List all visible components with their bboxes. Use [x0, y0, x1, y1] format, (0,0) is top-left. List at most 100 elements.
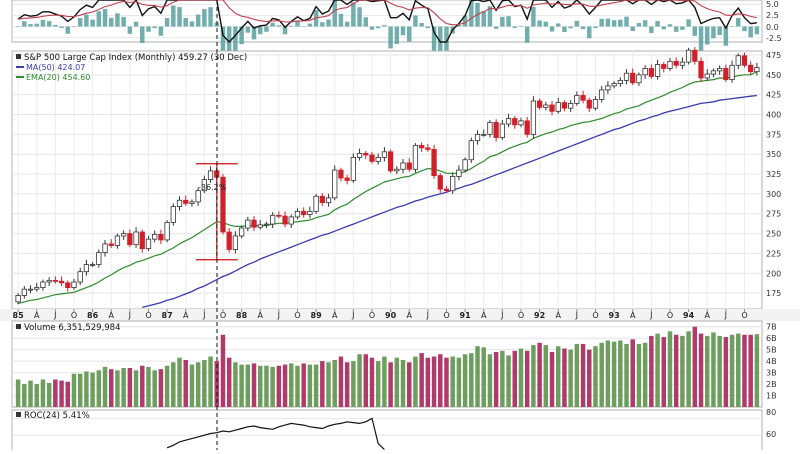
- macd-hist-bar: [524, 26, 530, 43]
- volume-bar-up: [84, 371, 89, 407]
- volume-bar-up: [40, 379, 46, 407]
- candle-down: [108, 243, 114, 246]
- macd-hist-bar: [425, 26, 431, 29]
- volume-bar-up: [667, 331, 673, 407]
- drawdown-annotation: -36.2%: [198, 183, 227, 192]
- price-tick-label: 225: [766, 249, 781, 258]
- macd-hist-bar: [630, 26, 635, 31]
- candle-up: [617, 79, 623, 84]
- macd-hist-bar: [568, 26, 573, 29]
- macd-hist-bar: [270, 22, 275, 27]
- x-tick-label: O: [145, 311, 151, 320]
- volume-bar-up: [469, 353, 474, 407]
- macd-hist-bar: [543, 21, 549, 27]
- candle-up: [83, 264, 90, 273]
- volume-bar-up: [307, 364, 313, 407]
- ema20-legend-label: EMA(20) 454.60: [26, 73, 90, 82]
- volume-bar-up: [636, 343, 642, 407]
- macd-hist-bar: [611, 20, 617, 27]
- candle-up: [530, 100, 537, 135]
- volume-bar-down: [183, 359, 188, 407]
- volume-bar-up: [326, 362, 331, 407]
- volume-bar-down: [692, 326, 698, 407]
- price-grid: [12, 51, 762, 309]
- volume-bar-up: [500, 350, 505, 407]
- candle-up: [71, 281, 77, 288]
- volume-bar-up: [233, 362, 238, 407]
- macd-tick-minus-2-5: -2.5: [766, 34, 782, 43]
- macd-hist-bar: [34, 23, 39, 27]
- macd-tick-0: 0.0: [766, 23, 779, 32]
- x-tick-label: A: [704, 311, 710, 320]
- volume-tick-label: 3B: [766, 369, 777, 378]
- candle-up: [270, 214, 276, 225]
- x-tick-label: J: [500, 311, 503, 320]
- x-tick-label: A: [630, 311, 636, 320]
- candle-down: [139, 231, 145, 250]
- volume-bar-down: [673, 334, 679, 407]
- macd-hist-bar: [481, 11, 486, 27]
- macd-hist-bar: [338, 13, 344, 27]
- x-tick-label: 87: [162, 311, 173, 320]
- volume-bar-up: [400, 359, 406, 407]
- x-tick-label: A: [34, 311, 40, 320]
- candle-down: [549, 104, 555, 112]
- candle-down: [282, 215, 288, 225]
- volume-tick-label: 1B: [766, 392, 777, 401]
- x-tick-label: J: [575, 311, 578, 320]
- volume-bar-up: [77, 373, 83, 407]
- candle-up: [729, 64, 735, 80]
- candle-down: [748, 64, 754, 73]
- volume-bar-up: [264, 365, 269, 407]
- volume-bar-up: [133, 370, 139, 407]
- candle-up: [592, 99, 599, 109]
- macd-hist-bar: [202, 8, 207, 27]
- roc-tick-60: 60: [766, 430, 776, 439]
- volume-y-axis: 7B 6B 5B 4B 3B 2B 1B: [766, 323, 777, 401]
- macd-hist-bar: [15, 26, 21, 28]
- macd-hist-bar: [121, 16, 126, 27]
- candle-up: [170, 206, 176, 223]
- candle-down: [65, 282, 71, 288]
- macd-hist-bar: [555, 23, 561, 27]
- candle-up: [77, 271, 83, 283]
- candle-up: [518, 120, 524, 126]
- volume-bar-up: [332, 359, 337, 407]
- macd-hist-bar: [419, 23, 424, 27]
- volume-bar-down: [630, 339, 635, 407]
- price-tick-label: 325: [766, 170, 781, 179]
- candle-down: [630, 72, 636, 84]
- candle-up: [15, 295, 21, 303]
- volume-bar-down: [53, 379, 58, 407]
- price-legend: S&P 500 Large Cap Index (Monthly) 459.27…: [16, 53, 247, 82]
- macd-hist-bar: [562, 26, 567, 33]
- price-tick-label: 375: [766, 130, 781, 139]
- volume-bar-up: [152, 370, 157, 407]
- macd-hist-bar: [351, 2, 356, 27]
- candle-down: [431, 149, 437, 177]
- volume-bar-up: [680, 335, 685, 407]
- candle-up: [332, 169, 338, 199]
- candle-down: [338, 169, 344, 179]
- candle-up: [636, 74, 642, 84]
- macd-hist-bar: [438, 26, 443, 64]
- candle-up: [381, 151, 388, 158]
- candle-down: [692, 49, 698, 62]
- macd-hist-bar: [642, 20, 648, 27]
- candle-up: [245, 219, 251, 229]
- volume-bar-up: [574, 343, 580, 407]
- macd-hist-bar: [233, 26, 238, 60]
- candle-up: [46, 280, 52, 283]
- volume-bar-down: [59, 380, 64, 407]
- x-tick-label: A: [406, 311, 412, 320]
- macd-hist-bar: [673, 26, 679, 32]
- x-tick-label: 85: [13, 311, 25, 320]
- macd-hist-bar: [574, 20, 580, 27]
- volume-bar-up: [394, 357, 400, 407]
- macd-hist-bar: [500, 16, 505, 27]
- volume-bar-up: [208, 356, 213, 407]
- macd-hist-bar: [326, 19, 331, 27]
- macd-hist-bar: [462, 15, 468, 27]
- price-tick-label: 175: [766, 289, 781, 298]
